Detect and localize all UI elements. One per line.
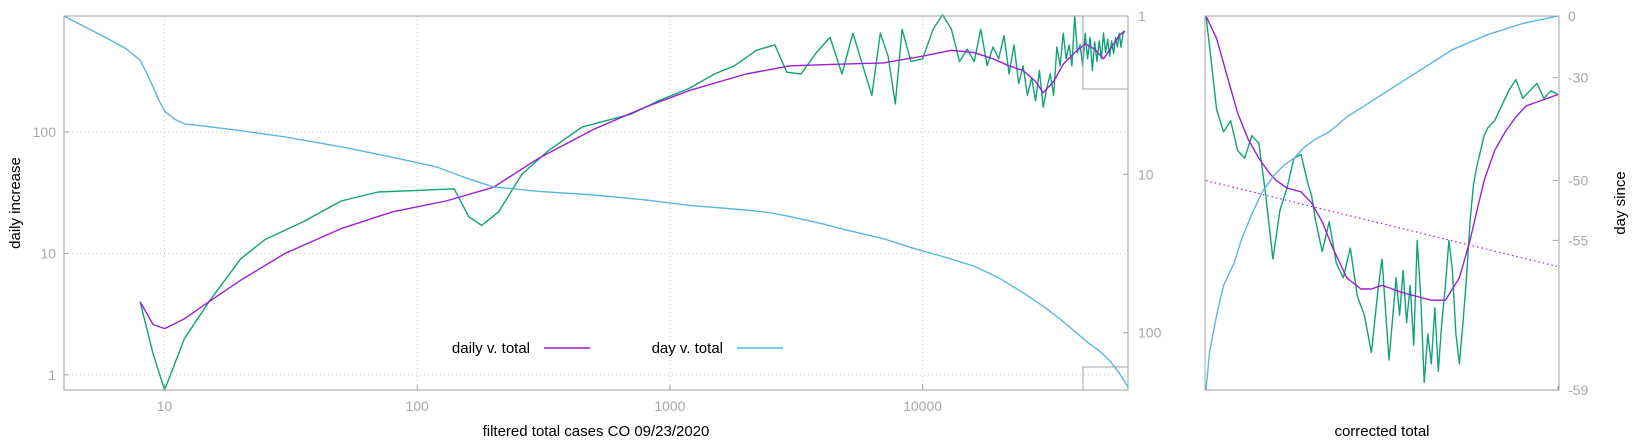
left-series-green-line <box>139 14 1126 391</box>
left-series-purple-line <box>139 30 1126 330</box>
left-series-group <box>63 14 1129 391</box>
left-inset-box-top <box>1082 15 1129 90</box>
right-y2-tick-label: -50 <box>1568 173 1588 189</box>
right-series-group <box>1205 15 1559 391</box>
right-tick-labels: 0 -30 -50 -55 -59 <box>1553 8 1588 398</box>
right-plot: 0 -30 -50 -55 -59 corrected total day since <box>1204 8 1629 440</box>
right-y2-tick-label: -30 <box>1568 70 1588 86</box>
left-series-blue-line <box>63 15 1129 388</box>
left-x-tick-label: 100 <box>406 398 430 414</box>
left-gridlines <box>64 16 1128 390</box>
left-y-tick-label: 100 <box>33 124 57 140</box>
right-series-blue-solid-line <box>1205 15 1559 391</box>
left-y2-tick-label: 1 <box>1138 8 1146 24</box>
left-tick-labels: 10 100 1000 10000 1 10 100 1 10 100 <box>33 8 1162 414</box>
left-x-tick-label: 1000 <box>654 398 685 414</box>
left-y-axis-label: daily increase <box>7 157 24 249</box>
left-x-tick-label: 10000 <box>903 398 942 414</box>
left-x-tick-label: 10 <box>157 398 173 414</box>
left-y-tick-label: 10 <box>40 245 56 261</box>
left-y2-tick-label: 100 <box>1138 325 1162 341</box>
left-plot-frame <box>63 15 1129 391</box>
legend-label-day: day v. total <box>652 340 723 357</box>
right-x-axis-label: corrected total <box>1334 423 1429 440</box>
left-inset-box-bottom <box>1082 366 1129 391</box>
right-y2-tick-label: -55 <box>1568 232 1588 248</box>
left-x-axis-label: filtered total cases CO 09/23/2020 <box>483 423 710 440</box>
right-series-purple-solid-line <box>1205 15 1559 301</box>
right-y2-tick-label: -59 <box>1568 382 1588 398</box>
legend: daily v. total day v. total <box>452 340 783 357</box>
left-y-tick-label: 1 <box>48 367 56 383</box>
left-y2-tick-label: 10 <box>1138 166 1154 182</box>
right-series-purple-dotted-line <box>1205 180 1559 268</box>
right-plot-frame <box>1204 15 1560 391</box>
right-y2-tick-label: 0 <box>1568 8 1576 24</box>
legend-label-daily: daily v. total <box>452 340 530 357</box>
right-series-green-solid-line <box>1205 15 1559 384</box>
left-plot: 10 100 1000 10000 1 10 100 1 10 100 filtered tota… <box>7 8 1162 440</box>
right-y2-axis-label: day since <box>1612 171 1629 234</box>
